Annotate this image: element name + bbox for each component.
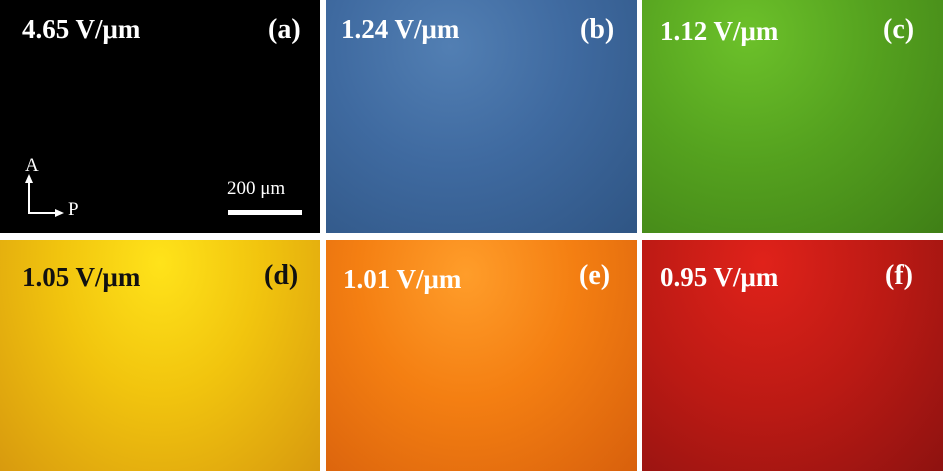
panel-f: 0.95 V/μm (f) xyxy=(642,240,943,471)
field-strength-label: 1.05 V/μm xyxy=(22,262,141,292)
panel-e: 1.01 V/μm (e) xyxy=(326,240,637,471)
field-strength-label: 1.24 V/μm xyxy=(341,14,460,44)
field-strength-label: 1.01 V/μm xyxy=(343,264,462,294)
panel-label: (e) xyxy=(579,260,611,291)
panel-d: 1.05 V/μm (d) xyxy=(0,240,320,471)
panel-label: (b) xyxy=(580,14,615,45)
polarizer-label: P xyxy=(68,199,79,220)
panel-a: 4.65 V/μm (a) A P 200 μm xyxy=(0,0,320,233)
polarizer-analyzer-axes: A P xyxy=(16,152,86,222)
scale-bar xyxy=(228,210,302,215)
field-strength-label: 4.65 V/μm xyxy=(22,14,141,44)
panel-label: (f) xyxy=(885,260,913,291)
field-strength-label: 0.95 V/μm xyxy=(660,262,779,292)
scale-bar-label: 200 μm xyxy=(227,178,286,199)
analyzer-label: A xyxy=(25,155,39,176)
panel-b: 1.24 V/μm (b) xyxy=(326,0,637,233)
panel-label: (c) xyxy=(883,14,915,45)
crossed-axes-icon xyxy=(25,174,64,217)
panel-label: (d) xyxy=(264,260,299,291)
panel-label: (a) xyxy=(268,14,301,45)
field-strength-label: 1.12 V/μm xyxy=(660,16,779,46)
panel-c: 1.12 V/μm (c) xyxy=(642,0,943,233)
